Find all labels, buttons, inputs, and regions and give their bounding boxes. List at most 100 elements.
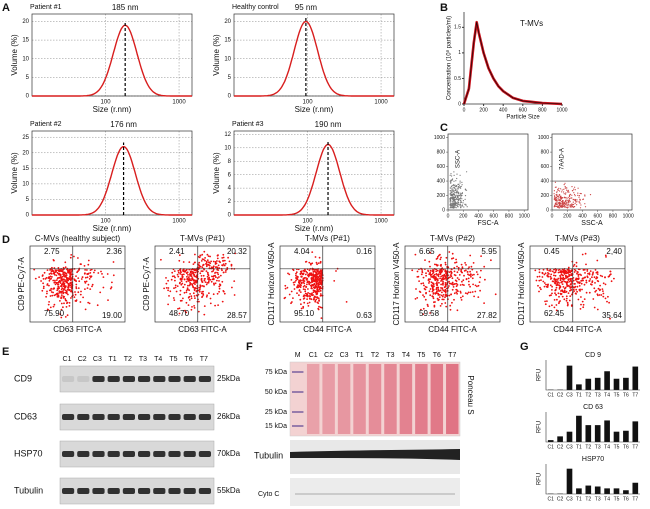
event-dot [565, 204, 567, 206]
event-dot [422, 313, 424, 316]
bar [613, 431, 620, 442]
event-dot [423, 295, 426, 298]
size-label: 26kDa [217, 412, 241, 421]
size-label: 70kDa [217, 449, 241, 458]
event-dot [303, 277, 306, 279]
x-tick-label: T3 [595, 496, 601, 502]
event-dot [303, 282, 306, 285]
event-dot [207, 280, 210, 283]
event-dot [560, 188, 562, 190]
y-tick-label: 400 [437, 178, 446, 184]
event-dot [553, 277, 556, 280]
event-dot [548, 273, 550, 275]
y-tick-label: 20 [22, 19, 29, 25]
event-dot [546, 283, 549, 286]
event-dot [52, 305, 55, 308]
event-dot [461, 280, 463, 283]
y-tick-label: 200 [437, 193, 446, 199]
event-dot [57, 267, 60, 269]
quadrant-value: 95.10 [294, 309, 315, 318]
event-dot [189, 270, 192, 273]
event-dot [440, 269, 443, 272]
event-dot [439, 277, 441, 280]
event-dot [564, 182, 566, 184]
event-dot [427, 305, 429, 307]
event-dot [556, 284, 559, 286]
quadrant-events [572, 252, 607, 268]
event-dot [575, 265, 578, 268]
event-dot [200, 277, 203, 280]
event-dot [463, 206, 465, 208]
event-dot [466, 171, 468, 173]
event-dot [184, 270, 187, 273]
event-dot [584, 203, 586, 205]
event-dot [47, 309, 50, 311]
event-dot [75, 275, 77, 277]
event-dot [217, 273, 220, 276]
x-tick-label: 1000 [172, 100, 186, 106]
event-dot [449, 308, 452, 311]
event-dot [318, 288, 321, 291]
event-dot [298, 289, 301, 291]
event-dot [102, 276, 105, 278]
event-dot [42, 287, 45, 290]
event-dot [450, 203, 452, 205]
event-dot [299, 283, 302, 286]
event-dot [422, 276, 425, 279]
event-dot [608, 301, 610, 304]
event-dot [461, 198, 463, 200]
event-dot [51, 269, 53, 272]
event-dot [452, 189, 454, 191]
event-dot [441, 287, 444, 290]
event-dot [582, 277, 584, 280]
event-dot [573, 263, 576, 266]
event-dot [75, 286, 78, 288]
event-dot [308, 301, 311, 304]
event-dot [568, 199, 570, 201]
event-dot [435, 258, 438, 260]
event-dot [582, 303, 585, 306]
event-dot [110, 286, 113, 289]
event-dot [466, 270, 469, 273]
event-dot [431, 290, 434, 293]
event-dot [562, 274, 564, 277]
event-dot [435, 277, 438, 280]
event-dot [436, 279, 439, 282]
event-dot [565, 291, 567, 293]
event-dot [88, 302, 91, 305]
x-axis-label: SSC-A [581, 220, 603, 227]
event-dot [427, 269, 429, 272]
event-dot [428, 282, 430, 284]
event-dot [452, 257, 455, 259]
event-dot [580, 282, 583, 285]
event-dot [584, 252, 587, 255]
event-dot [562, 286, 565, 288]
event-dot [550, 273, 553, 276]
event-dot [459, 182, 461, 184]
event-dot [437, 290, 440, 292]
event-dot [300, 275, 303, 278]
event-dot [564, 272, 567, 274]
event-dot [57, 294, 60, 297]
plot-title: T-MVs (P#1) [305, 234, 350, 243]
row-label: CD63 [14, 411, 37, 421]
event-dot [295, 274, 297, 277]
event-dot [565, 196, 567, 199]
event-dot [452, 195, 454, 197]
event-dot [69, 281, 72, 284]
event-dot [564, 281, 567, 283]
event-dot [566, 304, 569, 307]
bar [576, 488, 582, 494]
event-dot [441, 298, 444, 301]
event-dot [549, 275, 552, 278]
event-dot [58, 290, 61, 292]
event-dot [312, 291, 315, 294]
event-dot [452, 190, 454, 192]
x-tick-label: T4 [604, 496, 610, 502]
lane-label: C1 [309, 352, 318, 359]
tubulin-band [290, 449, 460, 460]
event-dot [57, 286, 60, 288]
event-dot [179, 273, 182, 275]
event-dot [559, 207, 561, 209]
event-dot [67, 271, 70, 274]
